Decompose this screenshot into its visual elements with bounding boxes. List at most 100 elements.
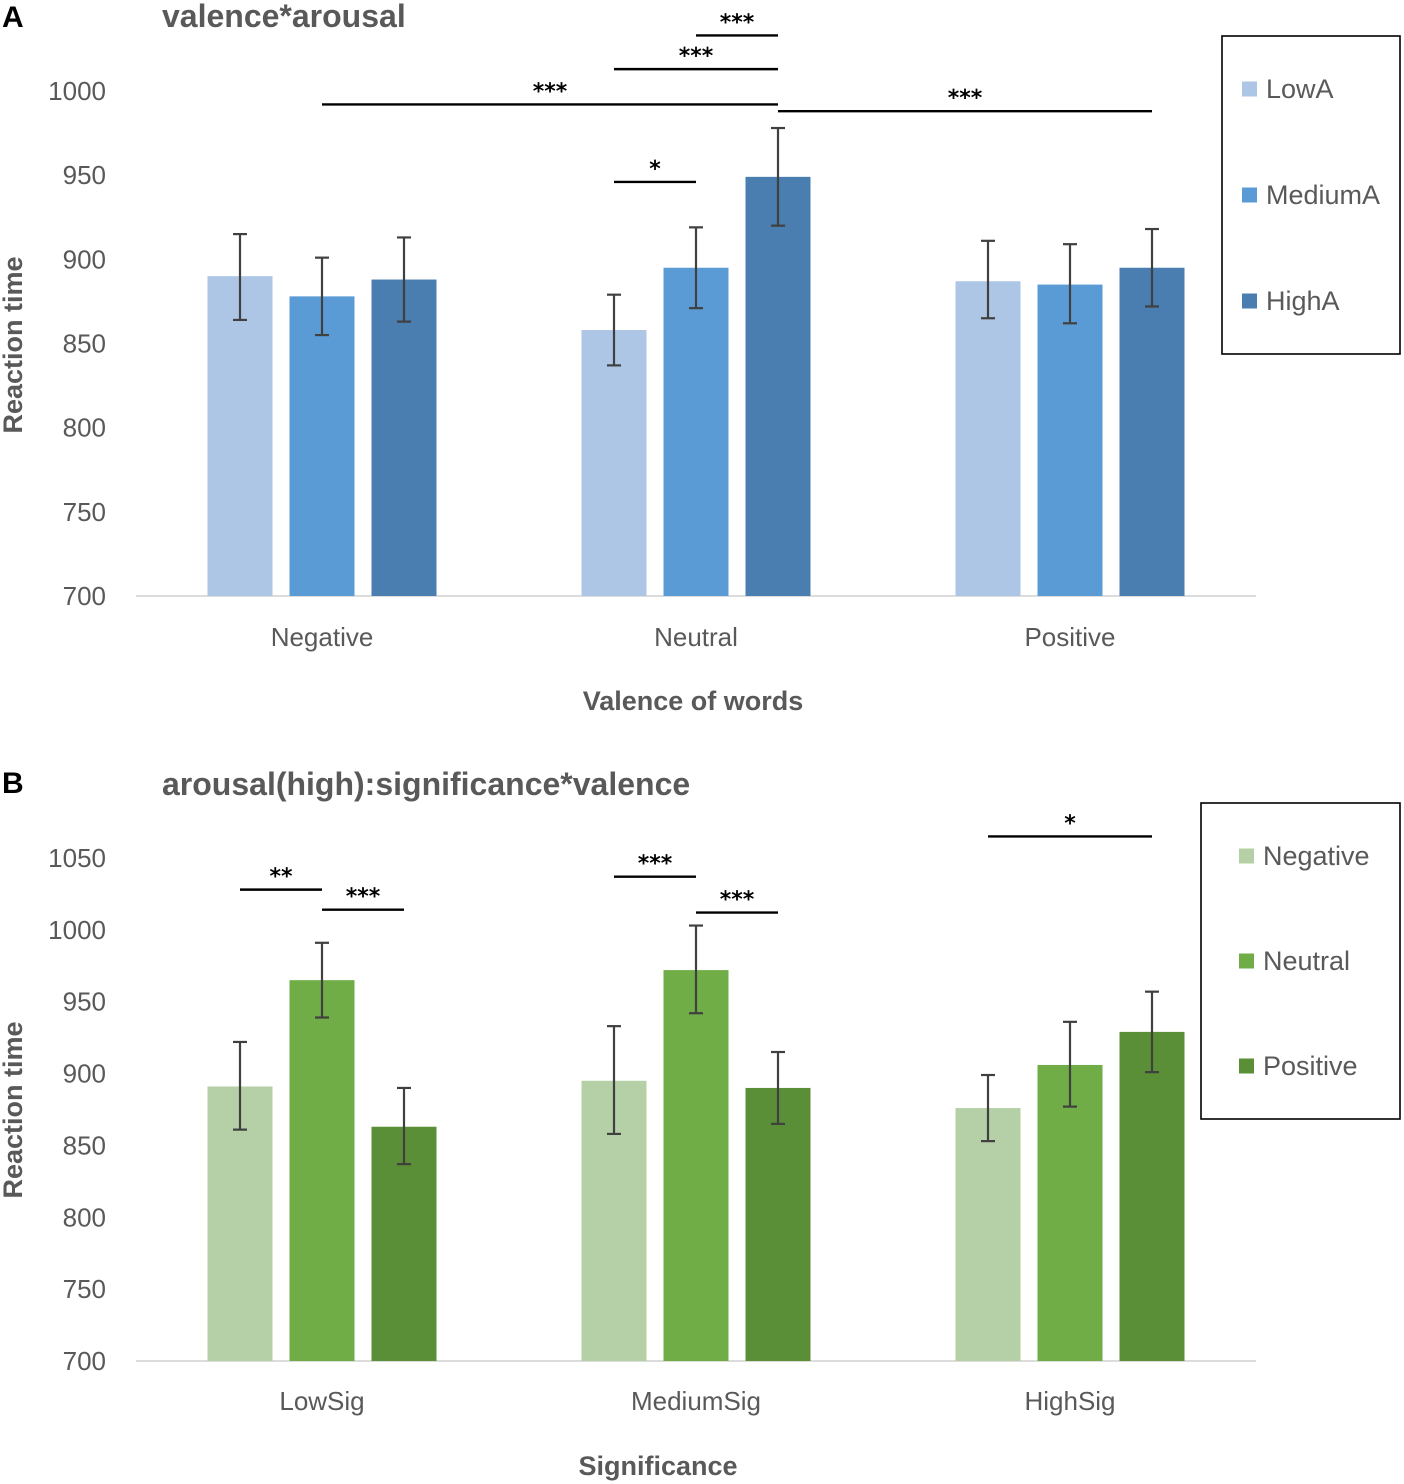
chart-b-y-tick-label: 900 (63, 1059, 106, 1089)
chart-a-bar-lowa-negative (207, 276, 273, 596)
panel-label-b: B (2, 767, 24, 800)
chart-a-y-tick-label: 950 (63, 160, 106, 190)
chart-b-y-tick-label: 1050 (48, 843, 106, 873)
chart-b-x-axis-title: Significance (578, 1451, 737, 1481)
chart-a-significance-marker: *** (696, 10, 778, 37)
chart-b-bar-positive-highsig (1119, 1031, 1185, 1361)
chart-a-bar-higha-positive (1119, 267, 1185, 596)
chart-b-legend-swatch-neutral (1239, 953, 1254, 969)
chart-b-significance-label: * (1064, 811, 1076, 836)
chart-b-bar-negative-lowsig (207, 1086, 273, 1361)
chart-a-significance-marker: *** (614, 44, 778, 71)
chart-b-legend-swatch-negative (1239, 848, 1254, 864)
chart-b-error-bar (397, 1086, 411, 1166)
chart-b-error-bar (689, 924, 703, 1015)
chart-b-title: arousal(high):significance*valence (162, 766, 690, 802)
chart-b-error-bar (1063, 1020, 1077, 1108)
chart-a-legend-swatch-higha (1242, 293, 1257, 309)
chart-a-significance-label: *** (948, 86, 983, 111)
chart-b-significance-marker: ** (240, 865, 322, 891)
chart-b-bar-neutral-lowsig (289, 980, 355, 1361)
chart-b-significance-label: ** (269, 865, 293, 890)
chart-b-legend-swatch-positive (1239, 1058, 1254, 1074)
chart-a-legend-swatch-mediuma (1242, 187, 1257, 203)
chart-b-category-label: LowSig (279, 1386, 364, 1416)
chart-a-error-bar (1063, 243, 1077, 325)
chart-b-category-label: HighSig (1024, 1386, 1115, 1416)
chart-a-bar-lowa-positive (955, 281, 1021, 596)
chart-b-plot: 700 750 800 850 900 950 1000 1050 LowSig MediumSi… (48, 811, 1369, 1416)
chart-b-significance-label: *** (346, 885, 381, 910)
chart-a-y-tick-label: 850 (63, 329, 106, 359)
chart-a-y-axis-title: Reaction time (0, 256, 28, 433)
chart-b-legend-label-positive: Positive (1263, 1051, 1358, 1081)
chart-a-bar-higha-neutral (745, 176, 811, 596)
chart-b-y-axis-title: Reaction time (0, 1021, 28, 1198)
chart-b-significance-label: *** (638, 852, 673, 877)
chart-a-y-tick-label: 750 (63, 497, 106, 527)
chart-b-y-tick-label: 800 (63, 1202, 106, 1232)
chart-b-significance-marker: * (988, 811, 1152, 838)
chart-b-significance-marker: *** (614, 852, 696, 878)
chart-a-significance-marker: *** (778, 86, 1152, 113)
chart-b-y-tick-label: 850 (63, 1130, 106, 1160)
chart-b-significance-marker: *** (322, 885, 404, 911)
chart-a-error-bar (315, 256, 329, 337)
chart-b-bar-neutral-highsig (1037, 1064, 1103, 1361)
chart-a-significance-label: *** (533, 79, 568, 104)
chart-a-error-bar (397, 236, 411, 323)
panel-label-a: A (2, 1, 24, 34)
chart-b-category-label: MediumSig (631, 1386, 761, 1416)
chart-a-error-bar (689, 226, 703, 310)
chart-a-y-tick-label: 800 (63, 413, 106, 443)
chart-a-bar-higha-negative (371, 279, 437, 596)
chart-b-y-tick-label: 700 (63, 1346, 106, 1376)
chart-b-error-bar (1145, 990, 1159, 1074)
chart-a-bar-mediuma-positive (1037, 284, 1103, 596)
chart-a-error-bar (1145, 227, 1159, 308)
chart-a-legend-label-mediuma: MediumA (1266, 180, 1380, 210)
chart-b-error-bar (981, 1073, 995, 1143)
chart-b-legend-label-negative: Negative (1263, 841, 1370, 871)
chart-a-significance-label: *** (679, 44, 714, 69)
chart-a-x-axis-title: Valence of words (583, 686, 804, 716)
chart-a-significance-label: * (649, 157, 661, 182)
chart-b-significance-label: *** (720, 888, 755, 913)
chart-a-plot: 700 750 800 850 900 950 1000 Negative Neutral Pos… (48, 10, 1380, 652)
chart-b-error-bar (233, 1040, 247, 1131)
chart-b-error-bar (315, 941, 329, 1019)
chart-a-significance-marker: *** (322, 79, 778, 106)
chart-a-category-label: Negative (271, 622, 374, 652)
chart-b-legend-label-neutral: Neutral (1263, 946, 1350, 976)
chart-b-bar-negative-highsig (955, 1108, 1021, 1361)
chart-b-bar-neutral-mediumsig (663, 970, 729, 1361)
chart-a-legend-label-lowa: LowA (1266, 74, 1334, 104)
chart-b-bar-positive-mediumsig (745, 1087, 811, 1361)
chart-a-category-label: Positive (1024, 622, 1115, 652)
chart-a-y-tick-label: 900 (63, 244, 106, 274)
chart-a-legend-label-higha: HighA (1266, 286, 1340, 316)
chart-b-error-bar (771, 1050, 785, 1125)
chart-a-bar-lowa-neutral (581, 330, 647, 596)
chart-a-error-bar (607, 293, 621, 367)
chart-a-error-bar (771, 126, 785, 227)
chart-a-y-tick-label: 700 (63, 581, 106, 611)
chart-a-bar-mediuma-negative (289, 296, 355, 596)
chart-a-significance-label: *** (720, 10, 755, 35)
chart-b-legend-box (1200, 802, 1401, 1120)
chart-a-y-tick-label: 1000 (48, 76, 106, 106)
chart-a-title: valence*arousal (162, 0, 406, 34)
chart-b-significance-marker: *** (696, 888, 778, 914)
chart-a-legend-swatch-lowa (1242, 81, 1257, 97)
chart-b-bar-positive-lowsig (371, 1126, 437, 1361)
chart-b-error-bar (607, 1025, 621, 1136)
chart-b-y-tick-label: 950 (63, 987, 106, 1017)
chart-a-error-bar (981, 239, 995, 320)
chart-b-y-tick-label: 750 (63, 1274, 106, 1304)
chart-b-y-tick-label: 1000 (48, 915, 106, 945)
chart-a-bar-mediuma-neutral (663, 267, 729, 596)
chart-a-category-label: Neutral (654, 622, 738, 652)
chart-a-error-bar (233, 232, 247, 322)
chart-a-significance-marker: * (614, 157, 696, 184)
